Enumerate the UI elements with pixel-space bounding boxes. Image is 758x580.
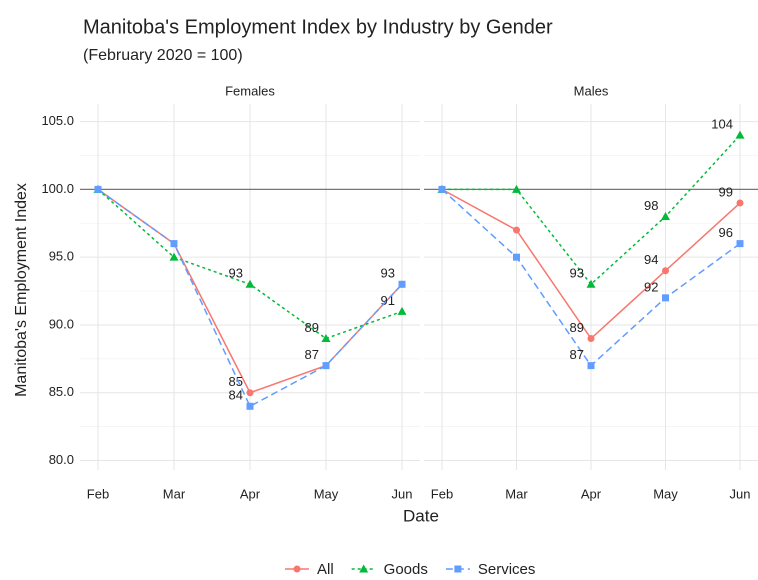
data-label: 96 [719, 225, 733, 240]
point [662, 267, 669, 275]
point [661, 212, 670, 221]
legend-label: Services [478, 561, 536, 578]
point [586, 279, 596, 288]
data-label: 85 [229, 374, 243, 389]
x-tick-label: May [653, 486, 678, 501]
data-label: 87 [570, 347, 584, 362]
data-label: 89 [570, 320, 584, 335]
legend-marker [454, 565, 462, 573]
data-label: 93 [381, 266, 395, 281]
point [170, 240, 178, 248]
point [245, 279, 255, 288]
data-label: 92 [644, 279, 658, 294]
x-tick-label: Feb [87, 486, 109, 501]
data-label: 104 [711, 117, 733, 132]
chart-title: Manitoba's Employment Index by Industry … [83, 16, 553, 38]
data-label: 98 [644, 198, 658, 213]
point [736, 240, 744, 248]
legend-label: Goods [384, 561, 428, 578]
y-tick-label: 95.0 [49, 249, 74, 264]
data-label: 94 [644, 252, 658, 267]
facet-title: Females [225, 83, 275, 98]
point [735, 130, 745, 139]
legend-marker [293, 565, 301, 573]
point [438, 185, 446, 193]
point [397, 306, 407, 315]
point [587, 362, 595, 370]
y-tick-label: 100.0 [41, 181, 74, 196]
y-axis-label: Manitoba's Employment Index [13, 183, 30, 397]
point [322, 362, 330, 370]
data-label: 93 [570, 266, 584, 281]
point [321, 334, 331, 343]
x-tick-label: Apr [240, 486, 261, 501]
point [398, 280, 406, 288]
y-tick-label: 90.0 [49, 316, 74, 331]
x-tick-label: Jun [730, 486, 751, 501]
data-label: 89 [305, 320, 319, 335]
legend: All Goods Services [285, 561, 535, 578]
point [169, 252, 179, 261]
y-tick-label: 85.0 [49, 384, 74, 399]
point [587, 335, 595, 343]
point [662, 294, 669, 302]
point [513, 226, 520, 234]
point [736, 199, 744, 207]
legend-label: All [317, 561, 334, 578]
x-tick-label: Mar [163, 486, 186, 501]
point [512, 184, 521, 193]
x-tick-label: Jun [392, 486, 413, 501]
data-label: 84 [229, 388, 243, 403]
x-tick-label: May [314, 486, 339, 501]
y-tick-label: 80.0 [49, 452, 74, 467]
x-tick-label: Apr [581, 486, 602, 501]
data-label: 87 [305, 347, 319, 362]
point [246, 389, 254, 397]
chart-subtitle: (February 2020 = 100) [83, 47, 243, 64]
point [246, 402, 254, 410]
point [513, 253, 520, 261]
x-tick-label: Feb [431, 486, 453, 501]
series-line [442, 134, 741, 286]
y-tick-label: 105.0 [41, 113, 74, 128]
facet-title: Males [574, 83, 609, 98]
point [94, 185, 102, 193]
series-line [97, 188, 403, 408]
data-label: 93 [229, 266, 243, 281]
x-axis-label: Date [403, 506, 439, 525]
legend-marker [359, 564, 369, 573]
data-label: 99 [719, 184, 733, 199]
x-tick-label: Mar [505, 486, 528, 501]
